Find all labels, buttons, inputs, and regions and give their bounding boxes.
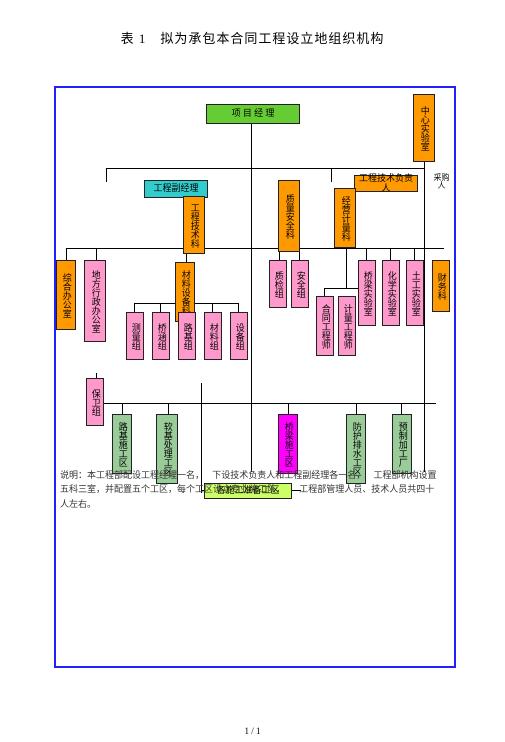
diagram-frame: 项 目 经 理 中心实验室 采购人 工程副经理 工程技术负责人 工程技术科 质量… <box>54 86 456 668</box>
node-rbase: 路基组 <box>178 312 196 360</box>
node-chem-lab: 化学实验室 <box>382 260 400 326</box>
node-bridge-lab: 桥梁实验室 <box>358 260 376 326</box>
node-pm: 项 目 经 理 <box>206 104 300 124</box>
node-survey: 测量组 <box>126 312 144 360</box>
node-precast: 预制加工厂 <box>392 414 412 474</box>
node-loc-off: 地方行政办公室 <box>84 260 106 342</box>
node-guard: 保卫组 <box>86 378 104 426</box>
node-bpave: 桥涵组 <box>152 312 170 360</box>
node-purch: 采购人 <box>429 174 454 190</box>
footer-text: 说明：本工程部配设工程经理一名， 下设技术负责人和工程副经理各一名， 工程部机构… <box>60 468 450 511</box>
node-mat: 材料组 <box>204 312 222 360</box>
node-eng-sec: 工程技术科 <box>183 196 205 254</box>
node-tech-dir: 工程技术负责人 <box>354 175 418 192</box>
node-equip: 设备组 <box>230 312 248 360</box>
node-safe: 安全组 <box>291 260 309 308</box>
node-qsa-sec: 质量安全科 <box>278 180 300 252</box>
node-lab: 中心实验室 <box>413 94 435 162</box>
node-bridge-area: 桥梁施工区 <box>278 414 298 474</box>
node-soil-lab: 土工实验室 <box>406 260 424 326</box>
node-teamA: 路基施工区 <box>112 414 132 474</box>
page-number: 1 / 1 <box>0 726 505 736</box>
node-meter: 计量工程师 <box>338 296 356 356</box>
node-qc: 质检组 <box>269 260 287 308</box>
node-gen-off: 综合办公室 <box>56 260 76 330</box>
node-contract: 合同工程师 <box>316 296 334 356</box>
diagram-title: 表 1 拟为承包本合同工程设立地组织机构 <box>0 28 505 47</box>
node-ops-sec: 经营计量科 <box>334 188 356 248</box>
node-finance: 财务科 <box>432 260 450 312</box>
